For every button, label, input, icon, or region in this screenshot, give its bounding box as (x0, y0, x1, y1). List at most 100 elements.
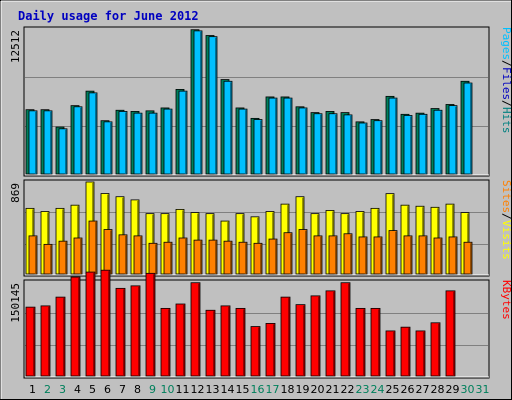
bar-shade (410, 236, 412, 274)
bar-sites-day-20 (313, 235, 323, 275)
bar-files-day-4 (73, 106, 83, 175)
bar-body (73, 106, 83, 175)
bar-files-day-2 (43, 110, 53, 175)
bar-body (298, 107, 308, 175)
bar-body (415, 330, 426, 377)
day-label: 27 (416, 383, 430, 396)
bar-files-day-16 (253, 119, 263, 175)
bar-shade (455, 237, 457, 274)
bar-shade (273, 324, 275, 376)
day-label: 10 (161, 383, 175, 396)
bar-shade (260, 244, 262, 274)
bar-shade (65, 242, 67, 274)
day-label: 21 (326, 383, 340, 396)
bar-sites-day-15 (238, 241, 248, 275)
day-label: 14 (221, 383, 235, 396)
bar-kbytes-day-18 (280, 296, 291, 377)
bar-shade (93, 273, 95, 376)
legend-label-sites: Sites (500, 180, 512, 213)
bar-shade (185, 92, 187, 174)
bar-shade (380, 121, 382, 174)
bar-files-day-30 (463, 82, 473, 175)
bar-sites-day-2 (43, 243, 53, 275)
bar-shade (80, 239, 82, 274)
bar-body (418, 235, 428, 275)
bar-shade (230, 242, 232, 274)
bar-body (58, 128, 68, 175)
bar-shade (35, 111, 37, 174)
bar-shade (125, 112, 127, 174)
bar-body (385, 330, 396, 377)
bar-files-day-8 (133, 112, 143, 175)
bar-sites-day-11 (178, 237, 188, 275)
bar-shade (50, 111, 52, 174)
bar-body (88, 92, 98, 175)
bar-kbytes-day-16 (250, 326, 261, 377)
bar-body (40, 305, 51, 377)
bar-body (220, 305, 231, 377)
bar-files-day-18 (283, 97, 293, 175)
bar-body (208, 239, 218, 275)
bar-shade (198, 283, 200, 376)
bar-files-day-29 (448, 105, 458, 175)
bar-body (310, 295, 321, 377)
legend-hits_files_pages: Pages/Files/Hits (500, 27, 512, 134)
bar-shade (170, 110, 172, 174)
bar-files-day-6 (103, 121, 113, 175)
bar-shade (155, 114, 157, 174)
bar-kbytes-day-10 (160, 307, 171, 377)
bar-shade (318, 296, 320, 376)
bar-sites-day-6 (103, 229, 113, 275)
legend-visits_sites: Sites/Visits (500, 180, 512, 260)
day-label: 22 (341, 383, 355, 396)
bar-body (145, 272, 156, 377)
max-label: 150145 (9, 283, 22, 323)
bar-shade (305, 230, 307, 274)
bar-shade (455, 106, 457, 174)
day-label: 20 (311, 383, 325, 396)
bar-kbytes-day-3 (55, 296, 66, 377)
bar-files-day-1 (28, 110, 38, 175)
bar-shade (140, 114, 142, 174)
legend-label-hits: Hits (500, 107, 512, 134)
bar-shade (125, 235, 127, 274)
bar-shade (123, 289, 125, 376)
day-label: 9 (149, 383, 156, 396)
bar-shade (393, 331, 395, 376)
bar-body (58, 240, 68, 275)
bar-files-day-3 (58, 128, 68, 175)
bar-shade (470, 84, 472, 174)
bar-shade (170, 243, 172, 274)
bar-sites-day-9 (148, 242, 158, 275)
bar-shade (245, 110, 247, 174)
bar-body (238, 108, 248, 175)
bar-shade (50, 245, 52, 274)
bar-shade (95, 222, 97, 274)
day-label: 31 (476, 383, 490, 396)
bar-sites-day-27 (418, 235, 428, 275)
bar-sites-day-18 (283, 232, 293, 275)
day-label: 25 (386, 383, 400, 396)
bar-shade (275, 240, 277, 274)
bar-shade (35, 236, 37, 274)
bar-shade (183, 305, 185, 376)
bar-shade (440, 239, 442, 274)
max-label: 12512 (9, 30, 22, 63)
bar-body (193, 239, 203, 275)
bar-shade (395, 99, 397, 174)
bar-files-day-23 (358, 122, 368, 175)
bar-files-day-13 (208, 36, 218, 175)
bar-kbytes-day-5 (85, 271, 96, 377)
bar-shade (245, 243, 247, 274)
bar-body (223, 80, 233, 175)
bar-body (25, 306, 36, 377)
legend-label-visits: Visits (500, 220, 512, 260)
bar-sites-day-23 (358, 236, 368, 275)
bar-shade (288, 298, 290, 376)
bar-files-day-9 (148, 112, 158, 175)
bar-body (313, 113, 323, 175)
bar-shade (348, 283, 350, 376)
bar-shade (185, 239, 187, 274)
bar-shade (365, 237, 367, 274)
bar-sites-day-13 (208, 239, 218, 275)
